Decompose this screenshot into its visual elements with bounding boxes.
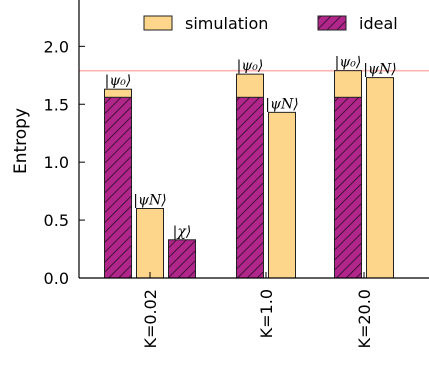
x-category-label: K=0.02 [141, 289, 160, 349]
bar-state-label: |ψN⟩ [363, 62, 396, 78]
legend-swatch-simulation [143, 15, 173, 31]
legend-label-ideal: ideal [359, 14, 398, 33]
simulation-bar-1-2 [136, 208, 164, 279]
bar-state-label: |χ⟩ [173, 224, 192, 240]
legend-label-simulation: simulation [185, 14, 268, 33]
ideal-bar-2-1 [236, 96, 264, 279]
bar-state-label: |ψ₀⟩ [105, 73, 132, 89]
y-axis-label: Entropy [11, 108, 31, 174]
simulation-bar-2-2 [268, 111, 296, 279]
y-tick-label: 1.0 [44, 153, 69, 172]
y-tick-label: 0.0 [44, 269, 69, 288]
ideal-bar-1-3 [168, 239, 196, 279]
ideal-bar-1-1 [104, 96, 132, 279]
bar-state-label: |ψN⟩ [133, 193, 166, 209]
ideal-bar-3-1 [334, 96, 362, 279]
x-category-label: K=20.0 [355, 289, 374, 349]
x-category-label: K=1.0 [257, 289, 276, 338]
bar-state-label: |ψ₀⟩ [237, 58, 264, 74]
y-tick-label: 2.0 [44, 37, 69, 56]
y-tick-label: 0.5 [44, 211, 69, 230]
y-tick-label: 1.5 [44, 95, 69, 114]
legend-swatch-ideal [317, 15, 347, 31]
bar-state-label: |ψN⟩ [265, 96, 298, 112]
simulation-bar-3-2 [366, 77, 394, 279]
bar-state-label: |ψ₀⟩ [335, 55, 362, 71]
